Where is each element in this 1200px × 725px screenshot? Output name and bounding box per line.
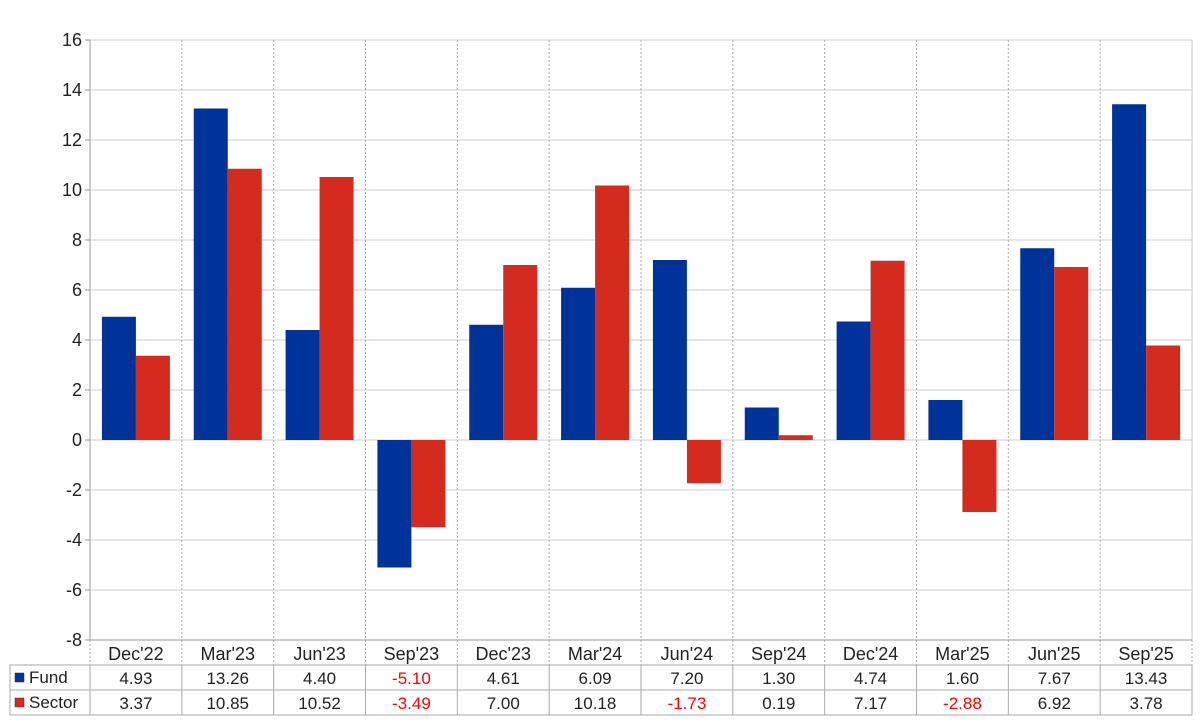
x-tick-label: Jun'23: [293, 644, 345, 664]
bar-sector-5: [595, 185, 630, 440]
bar-sector-10: [1054, 267, 1089, 440]
bar-fund-3: [377, 440, 412, 568]
x-tick-label: Dec'24: [843, 644, 898, 664]
bar-fund-11: [1112, 104, 1147, 440]
data-label-fund: 4.40: [303, 669, 336, 688]
data-label-sector: -1.73: [668, 694, 707, 713]
y-tick-label: 14: [62, 80, 82, 100]
x-tick-label: Jun'25: [1028, 644, 1080, 664]
y-tick-label: -8: [66, 630, 82, 650]
bar-fund-6: [652, 260, 687, 440]
bar-sector-9: [962, 440, 997, 512]
data-label-fund: 4.93: [119, 669, 152, 688]
data-label-sector: -3.49: [392, 694, 431, 713]
legend-swatch-sector: [14, 697, 25, 708]
y-tick-label: -2: [66, 480, 82, 500]
data-label-sector: 10.85: [206, 694, 249, 713]
y-tick-label: 2: [72, 380, 82, 400]
bar-fund-10: [1020, 248, 1055, 440]
y-tick-label: 12: [62, 130, 82, 150]
x-tick-label: Sep'23: [384, 644, 440, 664]
x-tick-label: Sep'25: [1118, 644, 1174, 664]
data-label-fund: 1.30: [762, 669, 795, 688]
x-tick-label: Dec'23: [476, 644, 531, 664]
bar-fund-5: [561, 287, 596, 440]
bar-fund-8: [836, 321, 871, 440]
x-tick-label: Sep'24: [751, 644, 807, 664]
data-label-fund: 4.61: [487, 669, 520, 688]
y-tick-label: 16: [62, 30, 82, 50]
bar-sector-3: [411, 440, 446, 528]
y-tick-label: 10: [62, 180, 82, 200]
bar-sector-7: [778, 435, 813, 440]
bar-fund-1: [193, 108, 228, 440]
data-label-sector: 10.18: [574, 694, 617, 713]
x-tick-label: Mar'25: [935, 644, 989, 664]
bar-sector-4: [503, 265, 538, 440]
y-tick-label: 6: [72, 280, 82, 300]
legend-label-fund: Fund: [29, 668, 68, 687]
bar-sector-8: [870, 260, 905, 440]
data-label-fund: 7.67: [1038, 669, 1071, 688]
x-tick-label: Mar'24: [568, 644, 622, 664]
data-label-fund: 1.60: [946, 669, 979, 688]
bar-fund-4: [469, 324, 504, 440]
y-tick-label: 4: [72, 330, 82, 350]
data-label-sector: 7.17: [854, 694, 887, 713]
bar-fund-0: [101, 316, 136, 440]
data-label-fund: 4.74: [854, 669, 887, 688]
bar-fund-9: [928, 400, 963, 440]
x-tick-label: Dec'22: [108, 644, 163, 664]
bar-fund-2: [285, 330, 320, 440]
x-tick-label: Jun'24: [661, 644, 713, 664]
x-tick-label: Mar'23: [201, 644, 255, 664]
data-label-sector: 10.52: [298, 694, 341, 713]
data-label-fund: 13.26: [206, 669, 249, 688]
legend-label-sector: Sector: [29, 693, 78, 712]
bar-sector-11: [1146, 345, 1181, 440]
bar-sector-6: [686, 440, 721, 484]
data-label-sector: 6.92: [1038, 694, 1071, 713]
data-label-sector: 3.37: [119, 694, 152, 713]
y-tick-label: 8: [72, 230, 82, 250]
data-label-sector: 7.00: [487, 694, 520, 713]
data-label-sector: -2.88: [943, 694, 982, 713]
data-label-fund: 7.20: [670, 669, 703, 688]
y-tick-label: -6: [66, 580, 82, 600]
y-tick-label: 0: [72, 430, 82, 450]
data-label-sector: 0.19: [762, 694, 795, 713]
data-label-fund: -5.10: [392, 669, 431, 688]
data-label-fund: 6.09: [579, 669, 612, 688]
data-label-fund: 13.43: [1125, 669, 1168, 688]
y-tick-label: -4: [66, 530, 82, 550]
bar-fund-7: [744, 407, 779, 440]
bar-sector-2: [319, 177, 354, 440]
data-label-sector: 3.78: [1130, 694, 1163, 713]
bar-sector-1: [227, 168, 262, 440]
bar-sector-0: [135, 355, 170, 440]
legend-swatch-fund: [14, 672, 25, 683]
